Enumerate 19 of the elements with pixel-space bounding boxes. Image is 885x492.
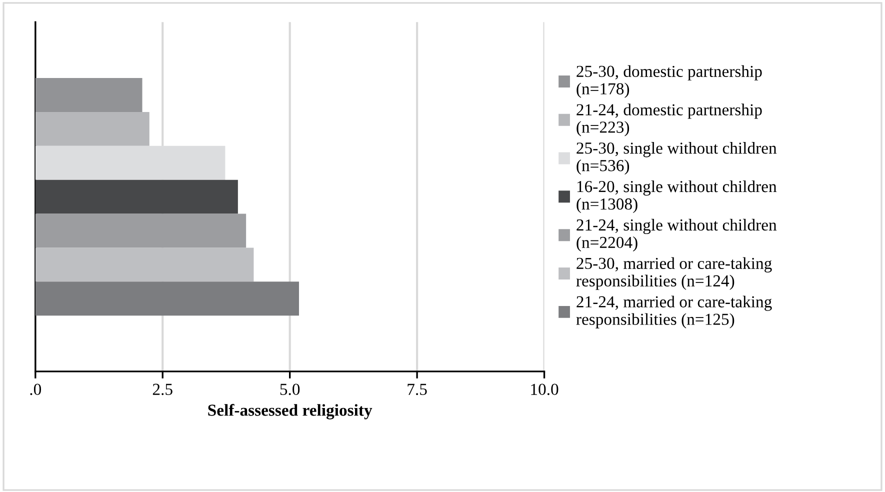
bar — [35, 282, 299, 316]
x-tick-label: .0 — [30, 384, 42, 396]
x-tick-label: 7.5 — [408, 384, 427, 396]
legend-label: 21-24, domestic partnership (n=223) — [576, 104, 762, 136]
bar — [35, 214, 246, 248]
legend-label: 25-30, domestic partnership (n=178) — [576, 65, 762, 98]
bar — [35, 248, 254, 282]
x-axis-title: Self-assessed religiosity — [208, 404, 372, 420]
bar — [35, 180, 238, 214]
legend-label: 16-20, single without children (n=1308) — [576, 180, 777, 214]
legend-label: 25-30, married or care-taking responsibilities (n=124) — [576, 257, 772, 290]
bar — [35, 78, 142, 112]
x-tick-label: 10.0 — [531, 384, 558, 396]
bar — [35, 112, 150, 146]
legend-label: 21-24, married or care-taking responsibilities (n=125) — [576, 296, 772, 328]
x-tick-label: 5.0 — [280, 384, 300, 396]
legend-label: 25-30, single without children (n=536) — [576, 142, 777, 175]
legend-label: 21-24, single without children (n=2204) — [576, 218, 777, 252]
x-tick-label: 2.5 — [152, 384, 172, 396]
